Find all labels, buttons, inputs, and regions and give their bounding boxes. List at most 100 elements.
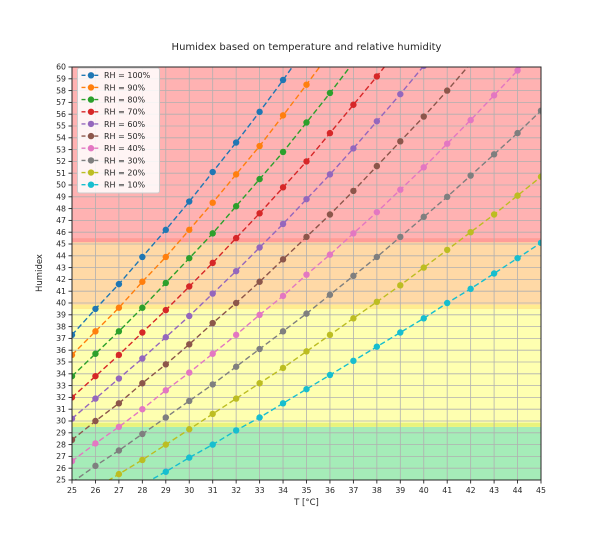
- x-tick-label: 45: [536, 486, 546, 495]
- series-10pct: [149, 239, 541, 480]
- y-tick-label: 51: [56, 169, 66, 178]
- x-tick-label: 39: [395, 486, 405, 495]
- y-tick-label: 54: [56, 134, 66, 143]
- y-tick-label: 48: [56, 204, 66, 213]
- series-40pct: [72, 67, 522, 465]
- legend-label: RH = 90%: [104, 83, 146, 92]
- y-tick-label: 30: [56, 417, 66, 426]
- series-60pct: [72, 67, 427, 422]
- legend-label: RH = 40%: [104, 144, 146, 153]
- x-tick-label: 33: [255, 486, 265, 495]
- y-tick-label: 35: [56, 358, 66, 367]
- legend-marker-icon: [87, 181, 95, 188]
- x-tick-label: 30: [184, 486, 194, 495]
- legend-marker-icon: [87, 120, 95, 128]
- y-tick-label: 27: [56, 452, 66, 461]
- y-tick-label: 28: [56, 440, 66, 449]
- y-tick-label: 60: [56, 63, 66, 72]
- x-tick-label: 31: [208, 486, 218, 495]
- series-70pct: [72, 67, 386, 401]
- legend-item: RH = 80%: [81, 96, 146, 105]
- legend-item: RH = 100%: [81, 71, 151, 80]
- tick-labels: 25 26 27 28 29 30 31 32 33 34 35 36 37 38 39 40 41 42 43 44…: [56, 63, 546, 495]
- x-tick-label: 32: [231, 486, 241, 495]
- y-tick-label: 43: [56, 263, 66, 272]
- y-tick-label: 55: [56, 122, 66, 131]
- legend-marker-icon: [87, 108, 95, 115]
- legend-label: RH = 30%: [104, 156, 146, 165]
- y-tick-label: 32: [56, 393, 66, 402]
- legend-marker-icon: [87, 96, 95, 103]
- x-tick-label: 36: [325, 486, 335, 495]
- series-30pct: [72, 107, 541, 480]
- y-tick-label: 50: [56, 181, 66, 190]
- legend-label: RH = 70%: [104, 108, 146, 117]
- y-tick-label: 44: [56, 252, 66, 261]
- y-tick-label: 41: [56, 287, 66, 296]
- legend: RH = 100% RH = 90% RH = 80% RH = 70% RH = 60…: [77, 67, 160, 194]
- x-tick-label: 29: [161, 486, 171, 495]
- x-tick-label: 40: [419, 486, 429, 495]
- legend-item: RH = 10%: [81, 181, 146, 190]
- x-tick-label: 37: [348, 486, 358, 495]
- y-tick-label: 53: [56, 145, 66, 154]
- y-tick-label: 56: [56, 110, 66, 119]
- y-tick-label: 49: [56, 193, 66, 202]
- y-tick-label: 37: [56, 334, 66, 343]
- y-tick-label: 46: [56, 228, 66, 237]
- legend-marker-icon: [87, 145, 95, 152]
- y-tick-label: 40: [56, 299, 66, 308]
- x-tick-label: 35: [302, 486, 312, 495]
- legend-label: RH = 10%: [104, 181, 146, 190]
- legend-label: RH = 50%: [104, 132, 146, 141]
- legend-item: RH = 30%: [81, 156, 146, 165]
- y-tick-label: 33: [56, 381, 66, 390]
- x-tick-label: 27: [114, 486, 124, 495]
- series-90pct: [72, 67, 321, 359]
- x-tick-label: 38: [372, 486, 382, 495]
- y-tick-label: 58: [56, 86, 66, 95]
- series-20pct: [107, 173, 541, 480]
- y-tick-label: 42: [56, 275, 66, 284]
- y-tick-label: 52: [56, 157, 66, 166]
- y-tick-label: 57: [56, 98, 66, 107]
- legend-item: RH = 70%: [81, 108, 146, 117]
- y-tick-label: 25: [56, 476, 66, 485]
- legend-marker-icon: [87, 72, 95, 79]
- legend-item: RH = 50%: [81, 132, 146, 141]
- series-100pct: [72, 67, 294, 339]
- y-tick-label: 31: [56, 405, 66, 414]
- legend-item: RH = 60%: [81, 120, 146, 129]
- y-tick-label: 59: [56, 75, 66, 84]
- chart-title: Humidex based on temperature and relativ…: [171, 42, 442, 53]
- legend-marker-icon: [87, 84, 95, 91]
- legend-marker-icon: [87, 157, 95, 164]
- x-tick-label: 28: [137, 486, 147, 495]
- legend-item: RH = 40%: [81, 144, 146, 153]
- legend-label: RH = 60%: [104, 120, 146, 129]
- legend-item: RH = 90%: [81, 83, 146, 92]
- x-tick-label: 41: [442, 486, 452, 495]
- series-80pct: [72, 67, 351, 380]
- x-tick-label: 25: [67, 486, 77, 495]
- y-tick-label: 38: [56, 322, 66, 331]
- x-tick-label: 43: [489, 486, 499, 495]
- y-tick-label: 34: [56, 370, 66, 379]
- legend-marker-icon: [87, 132, 95, 140]
- legend-label: RH = 100%: [104, 71, 151, 80]
- x-tick-label: 42: [466, 486, 476, 495]
- series-50pct: [72, 67, 469, 444]
- x-tick-label: 26: [90, 486, 100, 495]
- y-tick-label: 45: [56, 240, 66, 249]
- y-tick-label: 29: [56, 429, 66, 438]
- y-tick-label: 26: [56, 464, 66, 473]
- x-tick-label: 44: [513, 486, 523, 495]
- legend-label: RH = 20%: [104, 168, 146, 177]
- x-axis-label: T [°C]: [294, 498, 319, 508]
- legend-label: RH = 80%: [104, 96, 146, 105]
- x-tick-label: 34: [278, 486, 288, 495]
- legend-item: RH = 20%: [81, 168, 146, 177]
- legend-marker-icon: [87, 169, 95, 176]
